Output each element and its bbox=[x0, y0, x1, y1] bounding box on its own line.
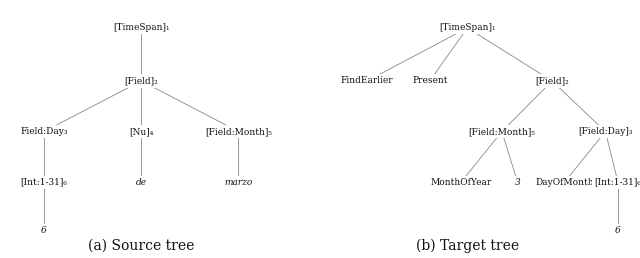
Text: [Field]₂: [Field]₂ bbox=[124, 76, 158, 85]
Text: [Field:Day]₃: [Field:Day]₃ bbox=[578, 127, 632, 136]
Text: 6: 6 bbox=[615, 226, 621, 235]
Text: [TimeSpan]₁: [TimeSpan]₁ bbox=[113, 23, 170, 32]
Text: [TimeSpan]₁: [TimeSpan]₁ bbox=[439, 23, 495, 32]
Text: Field:Day₃: Field:Day₃ bbox=[20, 127, 68, 136]
Text: [Field:Month]₅: [Field:Month]₅ bbox=[205, 127, 272, 136]
Text: 3: 3 bbox=[515, 178, 520, 187]
Text: marzo: marzo bbox=[225, 178, 253, 187]
Text: [Nu]₄: [Nu]₄ bbox=[129, 127, 154, 136]
Text: [Field]₂: [Field]₂ bbox=[535, 76, 569, 85]
Text: Present: Present bbox=[412, 76, 447, 85]
Text: [Int:1-31]₆: [Int:1-31]₆ bbox=[595, 178, 640, 187]
Text: (b) Target tree: (b) Target tree bbox=[416, 238, 519, 253]
Text: (a) Source tree: (a) Source tree bbox=[88, 239, 195, 253]
Text: FindEarlier: FindEarlier bbox=[340, 76, 394, 85]
Text: 6: 6 bbox=[41, 226, 47, 235]
Text: de: de bbox=[136, 178, 147, 187]
Text: [Int:1-31]₆: [Int:1-31]₆ bbox=[20, 178, 67, 187]
Text: [Field:Month]₅: [Field:Month]₅ bbox=[468, 127, 536, 136]
Text: DayOfMonth: DayOfMonth bbox=[535, 178, 594, 187]
Text: MonthOfYear: MonthOfYear bbox=[431, 178, 492, 187]
